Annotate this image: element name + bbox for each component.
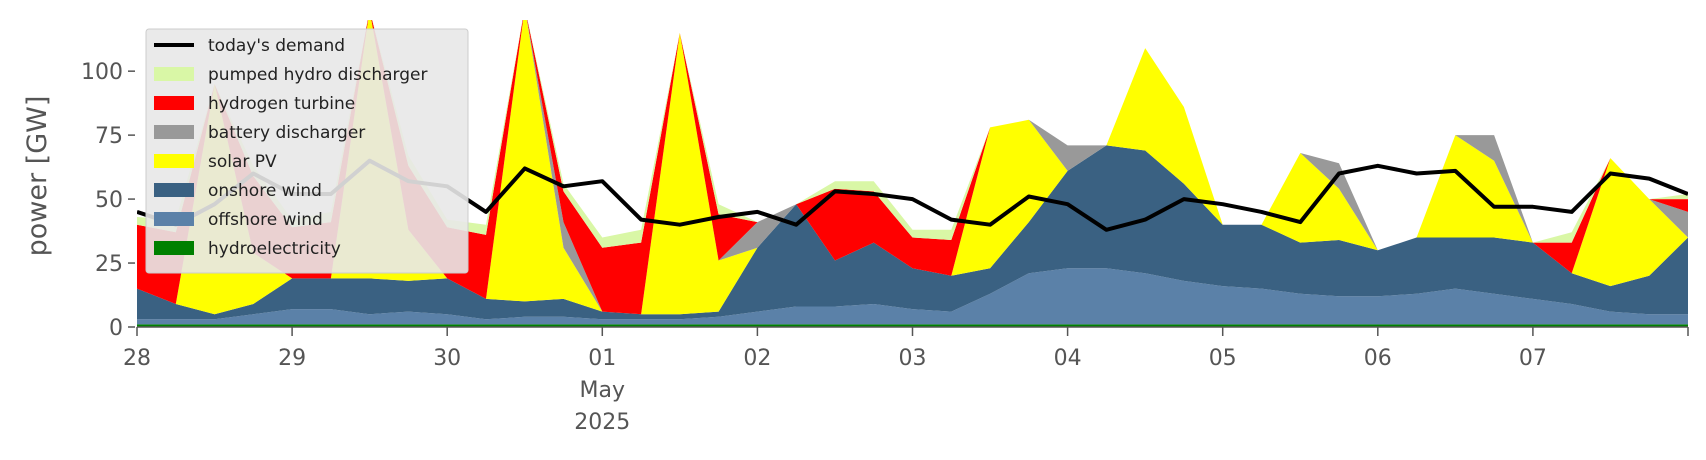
x-tick-label-30: 30 — [433, 346, 461, 371]
x-tick-month-label: May — [580, 378, 625, 403]
x-axis: 28 29 30 01 May 2025 02 03 04 05 06 07 — [123, 327, 1689, 435]
x-tick-label-06: 06 — [1364, 346, 1392, 371]
legend-swatch-solar-pv — [154, 154, 194, 168]
area-offshore-wind — [137, 268, 1688, 325]
legend-label-solar-pv: solar PV — [208, 152, 277, 172]
area-onshore-wind — [137, 145, 1688, 320]
area-hydrogen-turbine — [137, 20, 1688, 315]
legend-label-hydroelectricity: hydroelectricity — [208, 239, 341, 259]
legend-label-pumped-hydro-discharger: pumped hydro discharger — [208, 65, 427, 85]
y-axis: 0 25 50 75 100 — [81, 60, 135, 341]
legend-label-battery-discharger: battery discharger — [208, 123, 365, 143]
y-tick-label-50: 50 — [95, 188, 123, 213]
legend-swatch-offshore-wind — [154, 212, 194, 226]
x-tick-label-05: 05 — [1209, 346, 1237, 371]
legend-swatch-battery-discharger — [154, 125, 194, 139]
x-tick-label-29: 29 — [278, 346, 306, 371]
legend-box — [145, 28, 469, 274]
x-tick-label-07: 07 — [1519, 346, 1547, 371]
x-tick-year-label: 2025 — [574, 410, 630, 435]
y-tick-label-25: 25 — [95, 252, 123, 277]
y-tick-label-75: 75 — [95, 124, 123, 149]
legend-swatch-onshore-wind — [154, 183, 194, 197]
y-tick-label-100: 100 — [81, 60, 123, 85]
x-tick-label-02: 02 — [743, 346, 771, 371]
legend-label-today-s-demand: today's demand — [208, 36, 345, 56]
x-tick-label-03: 03 — [899, 346, 927, 371]
y-axis-label: power [GW] — [22, 96, 53, 257]
legend-swatch-pumped-hydro-discharger — [154, 67, 194, 81]
legend-swatch-hydrogen-turbine — [154, 96, 194, 110]
x-tick-label-04: 04 — [1054, 346, 1082, 371]
legend-swatch-hydroelectricity — [154, 241, 194, 255]
y-tick-label-0: 0 — [109, 316, 123, 341]
area-solar-pv — [137, 20, 1688, 315]
legend-label-onshore-wind: onshore wind — [208, 181, 322, 201]
x-tick-label-01: 01 — [588, 346, 616, 371]
legend-label-offshore-wind: offshore wind — [208, 210, 323, 230]
legend: today's demand pumped hydro discharger hyd… — [145, 28, 469, 274]
legend-label-hydrogen-turbine: hydrogen turbine — [208, 94, 355, 114]
x-tick-label-28: 28 — [123, 346, 151, 371]
